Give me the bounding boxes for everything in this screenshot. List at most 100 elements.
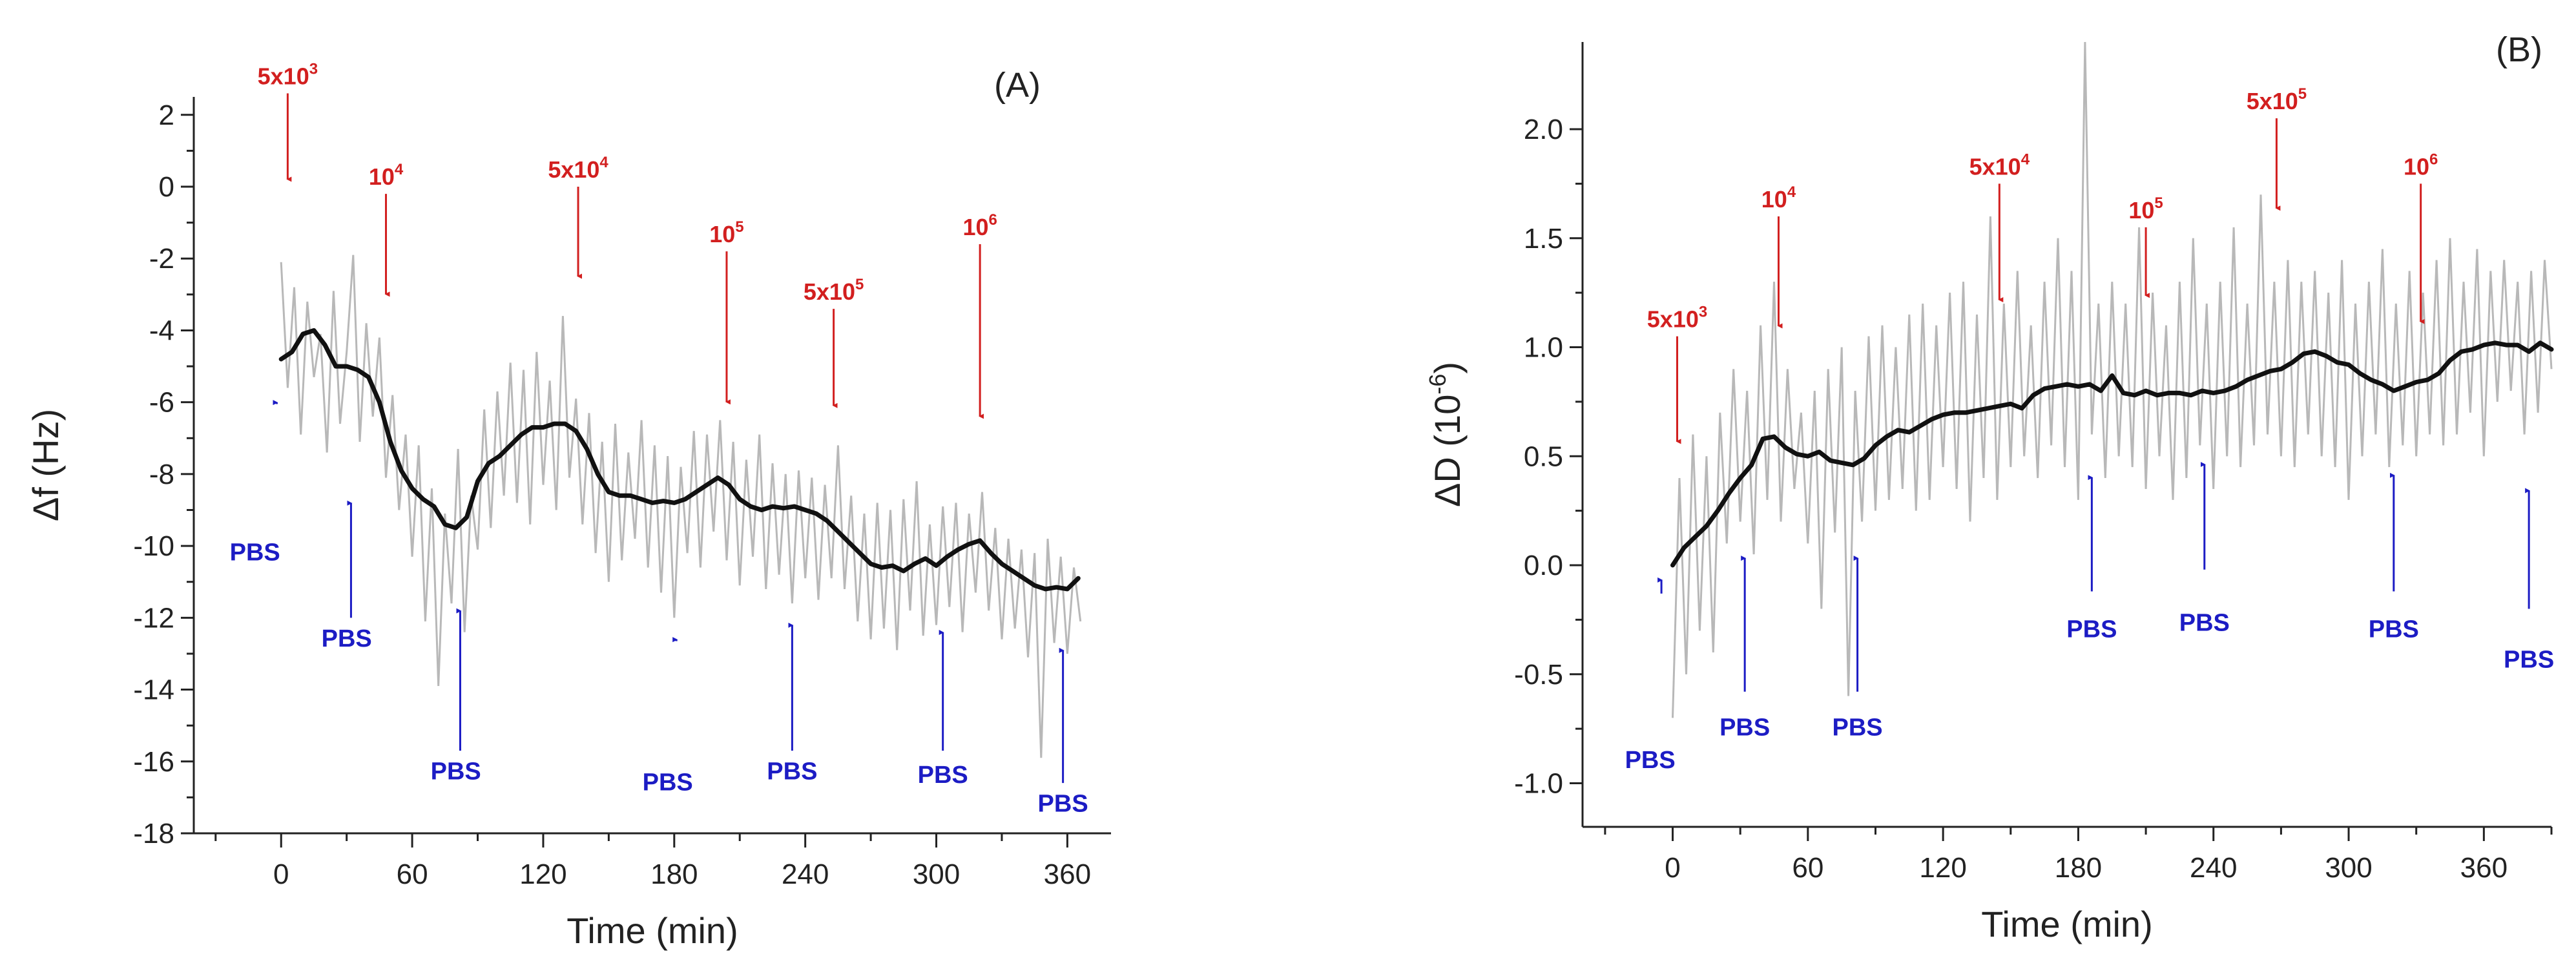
- concentration-base: 5x10: [1969, 153, 2021, 180]
- y-tick-label: -1.0: [1514, 768, 1563, 800]
- concentration-base: 10: [709, 221, 735, 247]
- y-tick-label: -8: [149, 459, 174, 490]
- pbs-label: PBS: [2179, 609, 2230, 636]
- chart-panel-a: 0 60 120 180 240 300 360 2 0 -2 -4 -6 -8 -10 -12 -14 -16…: [25, 60, 1111, 951]
- concentration-base: 5x10: [548, 156, 599, 183]
- smoothed-series-line: [278, 328, 1081, 592]
- y-tick-label: -16: [133, 746, 174, 778]
- x-tick-label: 120: [1919, 852, 1966, 884]
- concentration-label: 5x104: [548, 154, 608, 183]
- concentration-exponent: 4: [2021, 151, 2030, 168]
- y-tick-label: -4: [149, 315, 174, 346]
- pbs-label: PBS: [1719, 714, 1770, 741]
- y-tick-label: -0.5: [1514, 659, 1563, 691]
- panel-label: (B): [2496, 30, 2542, 69]
- y-tick-label: -6: [149, 387, 174, 419]
- y-tick-label: 0: [159, 171, 174, 203]
- x-tick-label: 0: [1665, 852, 1680, 884]
- y-tick-label: 2: [159, 99, 174, 131]
- y-tick-label: -18: [133, 818, 174, 849]
- concentration-base: 5x10: [258, 63, 309, 89]
- concentration-exponent: 5: [855, 276, 864, 293]
- y-axis-title-exponent: -6: [1424, 374, 1451, 395]
- concentration-base: 5x10: [804, 278, 855, 305]
- x-axis-title: Time (min): [1981, 904, 2152, 944]
- concentration-exponent: 4: [1787, 183, 1796, 201]
- pbs-label: PBS: [322, 625, 372, 652]
- concentration-base: 10: [2404, 153, 2429, 180]
- concentration-exponent: 5: [735, 218, 743, 236]
- x-tick-label: 240: [2190, 852, 2237, 884]
- pbs-label: PBS: [230, 539, 280, 566]
- x-tick-label: 300: [913, 858, 960, 890]
- pbs-label: PBS: [431, 758, 481, 786]
- y-axis-title-main: ΔD (10: [1427, 395, 1468, 507]
- y-tick-label: 1.5: [1524, 223, 1563, 255]
- concentration-exponent: 4: [395, 161, 404, 178]
- concentration-label: 5x103: [258, 60, 318, 89]
- concentration-base: 10: [1761, 186, 1787, 213]
- smoothed-series-line: [1670, 340, 2554, 568]
- x-tick-label: 120: [519, 858, 566, 890]
- concentration-label: 106: [2404, 151, 2438, 180]
- y-tick-label: -14: [133, 674, 174, 706]
- concentration-label: 106: [962, 211, 997, 240]
- y-tick-label: -12: [133, 602, 174, 634]
- concentration-base: 10: [369, 163, 395, 190]
- pbs-label: PBS: [1625, 747, 1676, 774]
- pbs-label: PBS: [767, 758, 817, 786]
- concentration-base: 5x10: [2247, 88, 2298, 114]
- y-tick-label: -10: [133, 530, 174, 562]
- x-axis-title: Time (min): [566, 910, 738, 951]
- pbs-label: PBS: [643, 769, 693, 796]
- y-axis-title-main: Δf: [25, 487, 66, 521]
- y-tick-label: -2: [149, 243, 174, 275]
- x-tick-label: 360: [2460, 852, 2508, 884]
- y-axis-title: ΔD (10-6): [1424, 362, 1468, 507]
- y-tick-label: 0.5: [1524, 441, 1563, 472]
- y-axis-title-close: ): [1427, 362, 1468, 374]
- pbs-label: PBS: [918, 762, 968, 789]
- pbs-label: PBS: [2066, 616, 2117, 643]
- concentration-exponent: 6: [988, 211, 997, 229]
- concentration-label: 5x105: [2247, 85, 2307, 114]
- chart-panel-b: 0 60 120 180 240 300 360 2.0 1.5 1.0 0.5 0.0 -0.5 -1.…: [1424, 30, 2554, 944]
- y-axis-title-unit: (Hz): [25, 409, 66, 487]
- concentration-exponent: 5: [2298, 85, 2307, 103]
- x-tick-label: 180: [2055, 852, 2102, 884]
- concentration-base: 10: [2128, 197, 2154, 224]
- y-tick-label: 0.0: [1524, 550, 1563, 581]
- concentration-exponent: 3: [1699, 304, 1707, 321]
- concentration-label: 104: [369, 161, 404, 190]
- concentration-base: 5x10: [1647, 306, 1699, 333]
- x-tick-label: 180: [650, 858, 698, 890]
- pbs-label: PBS: [2369, 616, 2419, 643]
- y-tick-label: 2.0: [1524, 114, 1563, 145]
- concentration-exponent: 6: [2429, 151, 2438, 168]
- x-tick-label: 60: [1792, 852, 1823, 884]
- x-tick-label: 0: [273, 858, 289, 890]
- concentration-label: 5x104: [1969, 151, 2030, 180]
- pbs-label: PBS: [2504, 647, 2554, 674]
- concentration-label: 104: [1761, 183, 1796, 213]
- x-tick-label: 360: [1044, 858, 1091, 890]
- x-tick-label: 300: [2325, 852, 2372, 884]
- concentration-base: 10: [962, 214, 988, 240]
- concentration-exponent: 5: [2154, 194, 2163, 212]
- concentration-label: 5x105: [804, 276, 864, 305]
- panel-label: (A): [994, 66, 1041, 105]
- y-axis-title: Δf (Hz): [25, 409, 66, 521]
- concentration-label: 105: [709, 218, 743, 247]
- pbs-label: PBS: [1833, 714, 1883, 741]
- concentration-exponent: 3: [309, 60, 318, 78]
- y-tick-label: 1.0: [1524, 332, 1563, 364]
- x-tick-label: 240: [782, 858, 829, 890]
- concentration-label: 5x103: [1647, 304, 1707, 333]
- plot-area-a: 0 60 120 180 240 300 360 2 0 -2 -4 -6 -8 -10 -12 -14 -16…: [25, 60, 1111, 951]
- concentration-exponent: 4: [599, 154, 608, 171]
- concentration-label: 105: [2128, 194, 2163, 224]
- x-tick-label: 60: [397, 858, 428, 890]
- plot-area-b: 0 60 120 180 240 300 360 2.0 1.5 1.0 0.5 0.0 -0.5 -1.…: [1424, 30, 2554, 944]
- pbs-label: PBS: [1038, 791, 1088, 818]
- raw-series-line: [280, 255, 1082, 758]
